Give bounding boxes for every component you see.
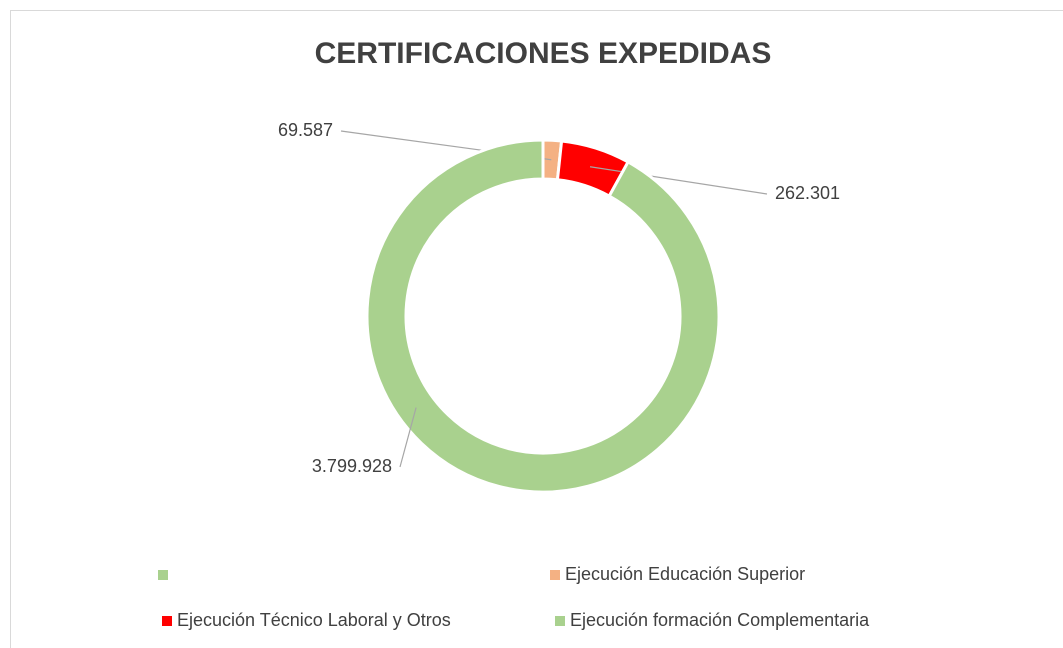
donut-slice bbox=[365, 138, 721, 494]
legend-swatch bbox=[162, 616, 172, 626]
leader-line bbox=[589, 166, 768, 195]
legend-swatch bbox=[550, 570, 560, 580]
legend-label: Ejecución Técnico Laboral y Otros bbox=[177, 610, 451, 630]
legend-label: Ejecución Educación Superior bbox=[565, 564, 805, 584]
legend-swatch bbox=[555, 616, 565, 626]
data-label: 69.587 bbox=[278, 120, 333, 140]
chart-frame bbox=[10, 10, 1063, 648]
data-label: 3.799.928 bbox=[312, 456, 392, 476]
legend-label: Ejecución formación Complementaria bbox=[570, 610, 870, 630]
chart-title: CERTIFICACIONES EXPEDIDAS bbox=[315, 37, 772, 70]
leader-line bbox=[399, 407, 417, 468]
data-label: 262.301 bbox=[775, 183, 840, 203]
legend-swatch bbox=[158, 570, 168, 580]
